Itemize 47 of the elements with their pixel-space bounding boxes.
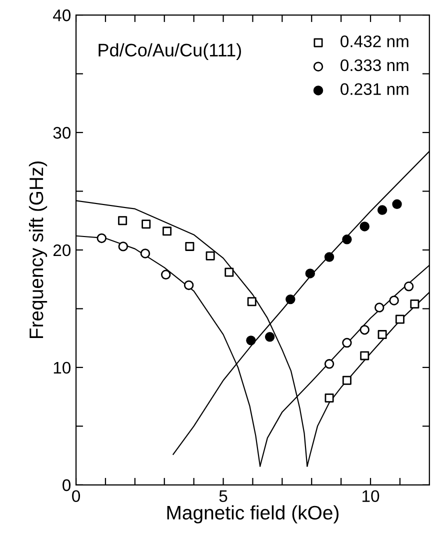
point	[162, 226, 172, 236]
point	[377, 205, 388, 215]
point	[404, 282, 414, 292]
point	[360, 351, 370, 360]
point	[378, 330, 387, 340]
legend-label: 0.432 nm	[340, 35, 408, 48]
x-tick-label: 0	[72, 490, 80, 502]
point	[324, 393, 334, 402]
point	[140, 248, 150, 258]
point	[392, 199, 402, 210]
point	[389, 296, 399, 306]
point	[246, 336, 256, 346]
point	[142, 220, 151, 229]
y-tick-label: 10	[54, 362, 71, 374]
point	[410, 300, 420, 309]
x-axis-title: Magnetic field (kOe)	[167, 505, 339, 524]
point	[160, 270, 171, 280]
y-axis-title: Frequency sift (GHz)	[28, 161, 48, 338]
point	[342, 338, 352, 348]
point	[118, 242, 128, 252]
point	[374, 302, 384, 312]
point	[118, 216, 128, 226]
y-tick-label: 40	[53, 9, 71, 22]
x-tick-label: 10	[362, 490, 380, 502]
legend-label: 0.231 nm	[340, 83, 408, 96]
y-tick-label: 30	[53, 126, 71, 139]
y-tick-label: 20	[53, 244, 71, 256]
point	[395, 314, 404, 324]
point	[185, 242, 194, 251]
point	[224, 268, 234, 277]
y-tick-label: 0	[62, 479, 71, 492]
point	[305, 268, 316, 278]
point	[206, 251, 215, 260]
legend-label: 0.333 nm	[340, 59, 408, 72]
point	[324, 252, 334, 262]
point	[286, 294, 296, 304]
annotation: Pd/Co/Au/Cu(111)	[98, 43, 241, 60]
point	[360, 324, 370, 335]
point	[324, 359, 334, 369]
point	[264, 332, 275, 342]
point	[96, 233, 107, 244]
point	[360, 222, 370, 232]
x-tick-label: 5	[219, 490, 228, 502]
point	[184, 280, 194, 290]
point	[342, 234, 352, 244]
point	[247, 297, 256, 306]
point	[342, 376, 352, 385]
